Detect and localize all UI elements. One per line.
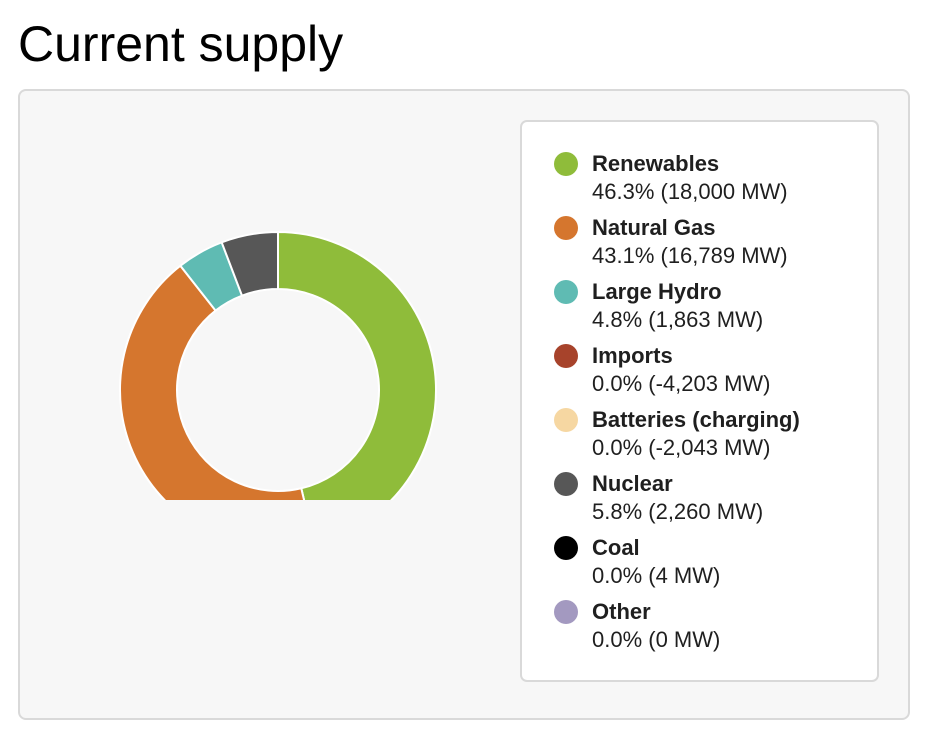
legend-item-large-hydro[interactable]: Large Hydro 4.8% (1,863 MW): [552, 278, 877, 342]
legend-item-imports[interactable]: Imports 0.0% (-4,203 MW): [552, 342, 877, 406]
legend-value: 0.0% (4 MW): [592, 563, 721, 588]
legend-value: 46.3% (18,000 MW): [592, 179, 788, 204]
legend-item-natural-gas[interactable]: Natural Gas 43.1% (16,789 MW): [552, 214, 877, 278]
chart-legend: Renewables 46.3% (18,000 MW) Natural Gas 43…: [520, 120, 879, 682]
legend-value: 0.0% (0 MW): [592, 627, 721, 652]
legend-label: Natural Gas: [592, 215, 716, 240]
legend-value: 43.1% (16,789 MW): [592, 243, 788, 268]
legend-value: 4.8% (1,863 MW): [592, 307, 764, 332]
legend-item-nuclear[interactable]: Nuclear 5.8% (2,260 MW): [552, 470, 877, 534]
legend-label: Batteries (charging): [592, 407, 800, 432]
legend-value: 0.0% (-4,203 MW): [592, 371, 771, 396]
legend-swatch: [554, 600, 578, 624]
page-title: Current supply: [18, 16, 344, 72]
legend-item-other[interactable]: Other 0.0% (0 MW): [552, 598, 877, 662]
legend-item-renewables[interactable]: Renewables 46.3% (18,000 MW): [552, 150, 877, 214]
legend-label: Nuclear: [592, 471, 673, 496]
legend-label: Other: [592, 599, 651, 624]
legend-value: 5.8% (2,260 MW): [592, 499, 764, 524]
legend-item-batteries-charging[interactable]: Batteries (charging) 0.0% (-2,043 MW): [552, 406, 877, 470]
donut-slice-natural-gas[interactable]: [119, 264, 314, 500]
legend-value: 0.0% (-2,043 MW): [592, 435, 771, 460]
donut-slice-nuclear[interactable]: [220, 230, 279, 297]
legend-item-coal[interactable]: Coal 0.0% (4 MW): [552, 534, 877, 598]
legend-swatch: [554, 280, 578, 304]
donut-slice-renewables[interactable]: [277, 230, 437, 500]
legend-label: Coal: [592, 535, 640, 560]
legend-swatch: [554, 536, 578, 560]
legend-swatch: [554, 408, 578, 432]
legend-swatch: [554, 152, 578, 176]
legend-swatch: [554, 344, 578, 368]
legend-label: Renewables: [592, 151, 720, 176]
legend-swatch: [554, 472, 578, 496]
legend-label: Large Hydro: [592, 279, 722, 304]
legend-label: Imports: [592, 343, 673, 368]
donut-chart: [119, 230, 437, 500]
legend-swatch: [554, 216, 578, 240]
